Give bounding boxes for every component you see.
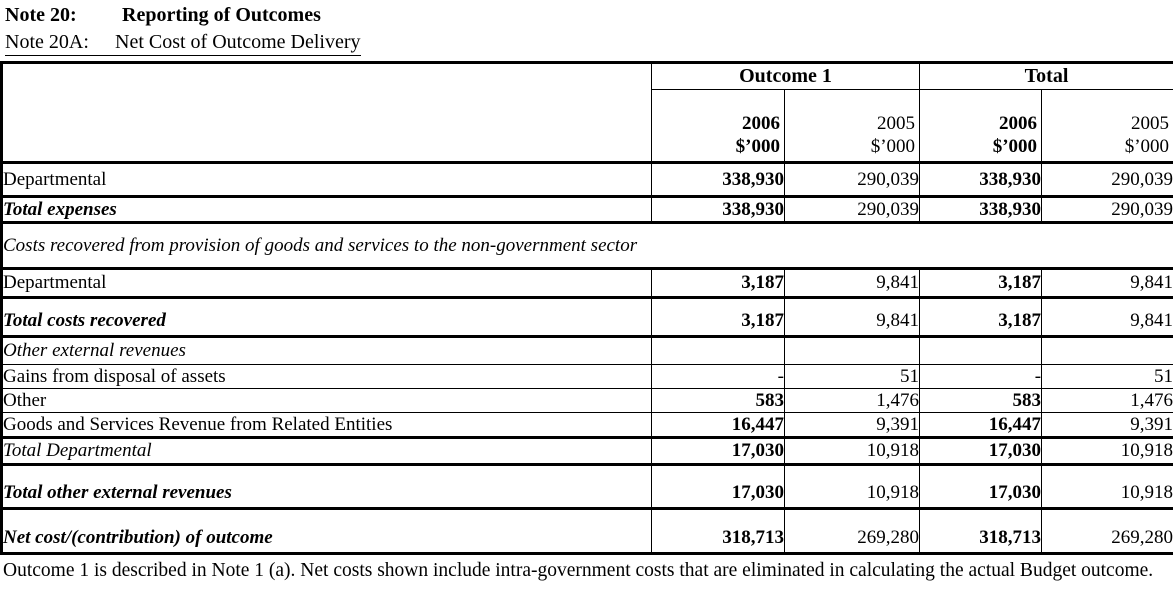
cell-value: 17,030: [651, 437, 785, 466]
note-number: Note 20:: [5, 4, 77, 26]
table-section-row: Costs recovered from provision of goods …: [1, 222, 1173, 270]
net-cost-of-outcome-table: Outcome 1 Total 2006 $’000 2005 $’000 20…: [0, 61, 1173, 555]
cell-value: 338,930: [651, 196, 785, 224]
cell-value: 17,030: [919, 464, 1042, 510]
table-year-header-row: 2006 $’000 2005 $’000 2006 $’000 2005 $’…: [2, 89, 1173, 164]
table-row: Goods and Services Revenue from Related …: [1, 412, 1173, 439]
column-header: 2006 $’000: [919, 89, 1042, 164]
cell-value: 10,918: [783, 464, 920, 510]
cell-value: 10,918: [783, 437, 920, 466]
row-label: Total other external revenues: [1, 464, 652, 510]
cell-value: 9,391: [1041, 412, 1173, 439]
cell-value: 338,930: [919, 196, 1042, 224]
cell-value: 3,187: [651, 268, 785, 299]
row-label: Other external revenues: [1, 336, 652, 365]
row-label: Total expenses: [1, 196, 652, 224]
cell-value: 290,039: [783, 196, 920, 224]
cell-value: 9,841: [1041, 268, 1173, 299]
cell-value: 3,187: [919, 268, 1042, 299]
table-row: Departmental 338,930 290,039 338,930 290…: [1, 162, 1173, 198]
row-label: Departmental: [1, 268, 652, 299]
note-title: Note 20: Reporting of Outcomes: [0, 0, 1173, 27]
table-row: Other 583 1,476 583 1,476: [1, 388, 1173, 413]
cell-value: 17,030: [919, 437, 1042, 466]
row-label: Gains from disposal of assets: [1, 364, 652, 389]
cell-value: 290,039: [1041, 196, 1173, 224]
cell-value: 583: [651, 388, 785, 413]
cell-value: 1,476: [1041, 388, 1173, 413]
cell-value: 9,841: [1041, 297, 1173, 338]
cell-value: 10,918: [1041, 437, 1173, 466]
cell-value: 16,447: [651, 412, 785, 439]
cell-value: 583: [919, 388, 1042, 413]
cell-value: [783, 336, 920, 365]
cell-value: [1041, 336, 1173, 365]
cell-value: 16,447: [919, 412, 1042, 439]
note-subtitle-underline: Note 20A: Net Cost of Outcome Delivery: [5, 31, 361, 56]
cell-value: 290,039: [783, 162, 920, 198]
row-label: Departmental: [1, 162, 652, 198]
table-row: Departmental 3,187 9,841 3,187 9,841: [1, 268, 1173, 299]
cell-value: [651, 336, 785, 365]
cell-value: 269,280: [783, 508, 920, 555]
row-label: Goods and Services Revenue from Related …: [1, 412, 652, 439]
cell-value: 3,187: [651, 297, 785, 338]
table-row: Total costs recovered 3,187 9,841 3,187 …: [1, 297, 1173, 338]
subnote-heading: Net Cost of Outcome Delivery: [115, 31, 361, 53]
table-row: Total Departmental 17,030 10,918 17,030 …: [1, 437, 1173, 466]
cell-value: 9,841: [783, 297, 920, 338]
cell-value: -: [651, 364, 785, 389]
row-label: Total Departmental: [1, 437, 652, 466]
table-row: Net cost/(contribution) of outcome 318,7…: [1, 508, 1173, 555]
cell-value: 9,391: [783, 412, 920, 439]
table-row: Total other external revenues 17,030 10,…: [1, 464, 1173, 510]
cell-value: 269,280: [1041, 508, 1173, 555]
row-label: Net cost/(contribution) of outcome: [1, 508, 652, 555]
subnote-number: Note 20A:: [5, 31, 89, 53]
table-row: Other external revenues: [1, 336, 1173, 365]
cell-value: 10,918: [1041, 464, 1173, 510]
cell-value: 338,930: [651, 162, 785, 198]
cell-value: 1,476: [783, 388, 920, 413]
note-heading: Reporting of Outcomes: [122, 4, 321, 26]
row-label: Other: [1, 388, 652, 413]
cell-value: 3,187: [919, 297, 1042, 338]
empty-header-cell: [1, 62, 652, 164]
cell-value: 17,030: [651, 464, 785, 510]
table-row: Total expenses 338,930 290,039 338,930 2…: [1, 196, 1173, 224]
footnote-text: Outcome 1 is described in Note 1 (a). Ne…: [3, 560, 1154, 581]
column-header: 2005 $’000: [1041, 89, 1173, 164]
cell-value: -: [919, 364, 1042, 389]
column-header: 2005 $’000: [783, 89, 920, 164]
cell-value: 318,713: [651, 508, 785, 555]
cell-value: 9,841: [783, 268, 920, 299]
cell-value: 290,039: [1041, 162, 1173, 198]
table-group-header-row: Outcome 1 Total: [1, 62, 1173, 164]
section-label: Costs recovered from provision of goods …: [1, 222, 1173, 270]
row-label: Total costs recovered: [1, 297, 652, 338]
note-subtitle: Note 20A: Net Cost of Outcome Delivery: [0, 27, 1173, 61]
cell-value: 318,713: [919, 508, 1042, 555]
column-header: 2006 $’000: [651, 89, 785, 164]
cell-value: 51: [1041, 364, 1173, 389]
cell-value: 338,930: [919, 162, 1042, 198]
group-header-total: Total: [919, 62, 1173, 90]
cell-value: [919, 336, 1042, 365]
cell-value: 51: [783, 364, 920, 389]
table-row: Gains from disposal of assets - 51 - 51: [1, 364, 1173, 389]
group-header-outcome1: Outcome 1: [650, 62, 920, 90]
